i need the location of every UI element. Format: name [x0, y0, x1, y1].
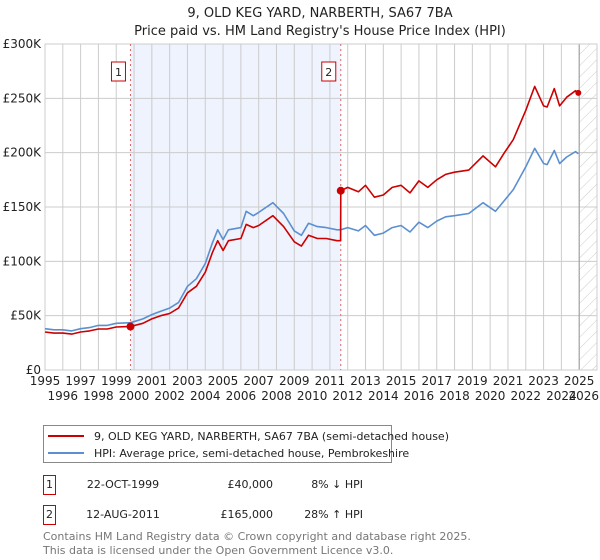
x-tick-label: 1998	[83, 389, 114, 403]
sale-price: £165,000	[220, 508, 274, 521]
price-chart: 9, OLD KEG YARD, NARBERTH, SA67 7BA Pric…	[3, 6, 599, 403]
y-tick-label: £100K	[3, 254, 43, 268]
y-tick-label: £150K	[3, 200, 43, 214]
sale-hpi-delta: 28% ↑ HPI	[304, 508, 363, 521]
x-tick-label: 2009	[279, 374, 310, 388]
sale-price: £40,000	[227, 478, 274, 491]
x-tick-label: 2001	[137, 374, 168, 388]
legend-label-hpi: HPI: Average price, semi-detached house,…	[94, 446, 410, 460]
chart-legend: 9, OLD KEG YARD, NARBERTH, SA67 7BA (sem…	[43, 425, 449, 463]
sale-hpi-delta: 8% ↓ HPI	[311, 478, 363, 491]
x-tick-label: 2002	[154, 389, 185, 403]
x-tick-label: 2023	[528, 374, 559, 388]
x-tick-label: 2003	[172, 374, 203, 388]
plot-frame	[44, 43, 598, 371]
x-tick-label: 2015	[386, 374, 417, 388]
x-tick-label: 2024	[546, 389, 577, 403]
x-tick-label: 2012	[332, 389, 363, 403]
sale-badge: 1	[43, 475, 56, 495]
y-tick-label: £250K	[3, 91, 43, 105]
sale-label-number: 2	[325, 66, 332, 79]
legend-label-property: 9, OLD KEG YARD, NARBERTH, SA67 7BA (sem…	[94, 429, 449, 443]
hpi-line	[44, 147, 579, 332]
footer-licence: This data is licensed under the Open Gov…	[43, 544, 394, 557]
legend-item-property: 9, OLD KEG YARD, NARBERTH, SA67 7BA (sem…	[48, 428, 449, 444]
sale-label-box	[110, 61, 126, 82]
x-tick-label: 2013	[350, 374, 381, 388]
x-tick-label: 2019	[457, 374, 488, 388]
y-tick-label: £300K	[3, 37, 43, 51]
x-tick-label: 2007	[243, 374, 274, 388]
sale-point	[126, 322, 135, 331]
x-tick-label: 2025	[564, 374, 595, 388]
legend-swatch-hpi	[48, 452, 84, 454]
sale-label-box	[321, 61, 337, 82]
chart-title: 9, OLD KEG YARD, NARBERTH, SA67 7BA	[187, 6, 452, 21]
sale-row: 2 12-AUG-2011 £165,000 28% ↑ HPI	[43, 505, 443, 525]
x-tick-label: 2008	[261, 389, 292, 403]
legend-swatch-property	[48, 435, 84, 437]
x-tick-label: 2004	[190, 389, 221, 403]
y-tick-label: £200K	[3, 146, 43, 160]
latest-point	[575, 89, 582, 96]
sale-badge: 2	[43, 505, 56, 525]
x-tick-label: 2005	[208, 374, 239, 388]
x-tick-label: 2011	[315, 374, 346, 388]
x-tick-label: 2014	[368, 389, 399, 403]
x-tick-label: 2022	[511, 389, 542, 403]
x-tick-label: 1996	[48, 389, 79, 403]
legend-item-hpi: HPI: Average price, semi-detached house,…	[48, 445, 409, 461]
sale-row: 1 22-OCT-1999 £40,000 8% ↓ HPI	[43, 475, 443, 495]
x-tick-label: 2006	[226, 389, 257, 403]
y-tick-label: £0	[26, 363, 41, 377]
x-tick-label: 2020	[475, 389, 506, 403]
x-tick-label: 2026	[568, 389, 599, 403]
x-tick-label: 2000	[119, 389, 150, 403]
x-tick-label: 1995	[30, 374, 61, 388]
y-tick-label: £50K	[10, 309, 42, 323]
sale-label-number: 1	[115, 66, 122, 79]
x-tick-label: 2021	[493, 374, 524, 388]
sale-date: 22-OCT-1999	[86, 478, 160, 491]
x-tick-label: 2017	[421, 374, 452, 388]
x-tick-label: 2010	[297, 389, 328, 403]
x-tick-label: 1997	[65, 374, 96, 388]
sale-point	[336, 186, 345, 195]
x-tick-label: 1999	[101, 374, 132, 388]
sale-date: 12-AUG-2011	[86, 508, 160, 521]
chart-subtitle: Price paid vs. HM Land Registry's House …	[134, 24, 506, 39]
x-tick-label: 2016	[404, 389, 435, 403]
property-price-line	[44, 85, 579, 335]
x-tick-label: 2018	[439, 389, 470, 403]
footer-copyright: Contains HM Land Registry data © Crown c…	[43, 530, 471, 543]
